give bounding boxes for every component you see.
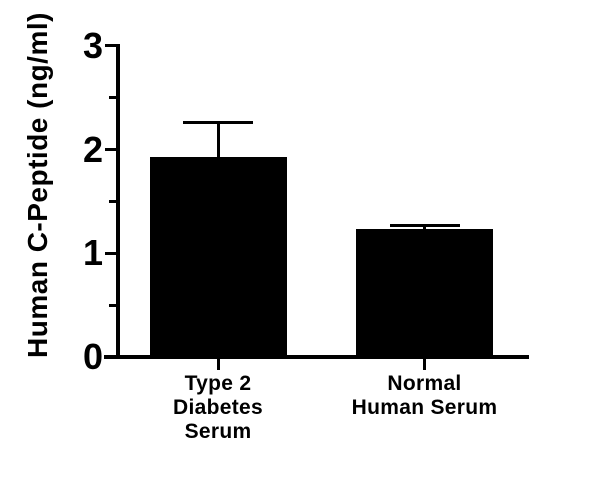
y-tick-label-3: 3	[82, 24, 103, 66]
y-tick-label-2: 2	[82, 128, 103, 170]
x-axis-line	[104, 355, 529, 359]
error-bar-line-0	[216, 122, 220, 158]
error-bar-cap-0	[183, 121, 253, 125]
y-major-tick-2	[105, 148, 120, 151]
x-tick-1	[423, 359, 426, 370]
y-minor-tick-2.5	[109, 96, 120, 100]
error-bar-cap-1	[389, 223, 460, 227]
x-category-label-1: Normal Human Serum	[351, 372, 498, 419]
y-major-tick-1	[105, 251, 120, 255]
bar-0	[149, 156, 287, 359]
y-tick-label-1: 1	[82, 232, 103, 274]
y-minor-tick-0.5	[109, 303, 120, 307]
error-bar-line-1	[423, 225, 426, 231]
x-tick-0	[216, 359, 220, 370]
y-major-tick-3	[105, 44, 120, 48]
y-tick-label-0: 0	[82, 336, 103, 377]
x-category-label-0: Type 2 Diabetes Serum	[173, 372, 263, 443]
y-major-tick-0	[105, 355, 120, 359]
y-minor-tick-1.5	[109, 199, 120, 203]
bar-1	[356, 229, 493, 359]
y-axis-title: Human C-Peptide (ng/ml)	[22, 12, 53, 358]
